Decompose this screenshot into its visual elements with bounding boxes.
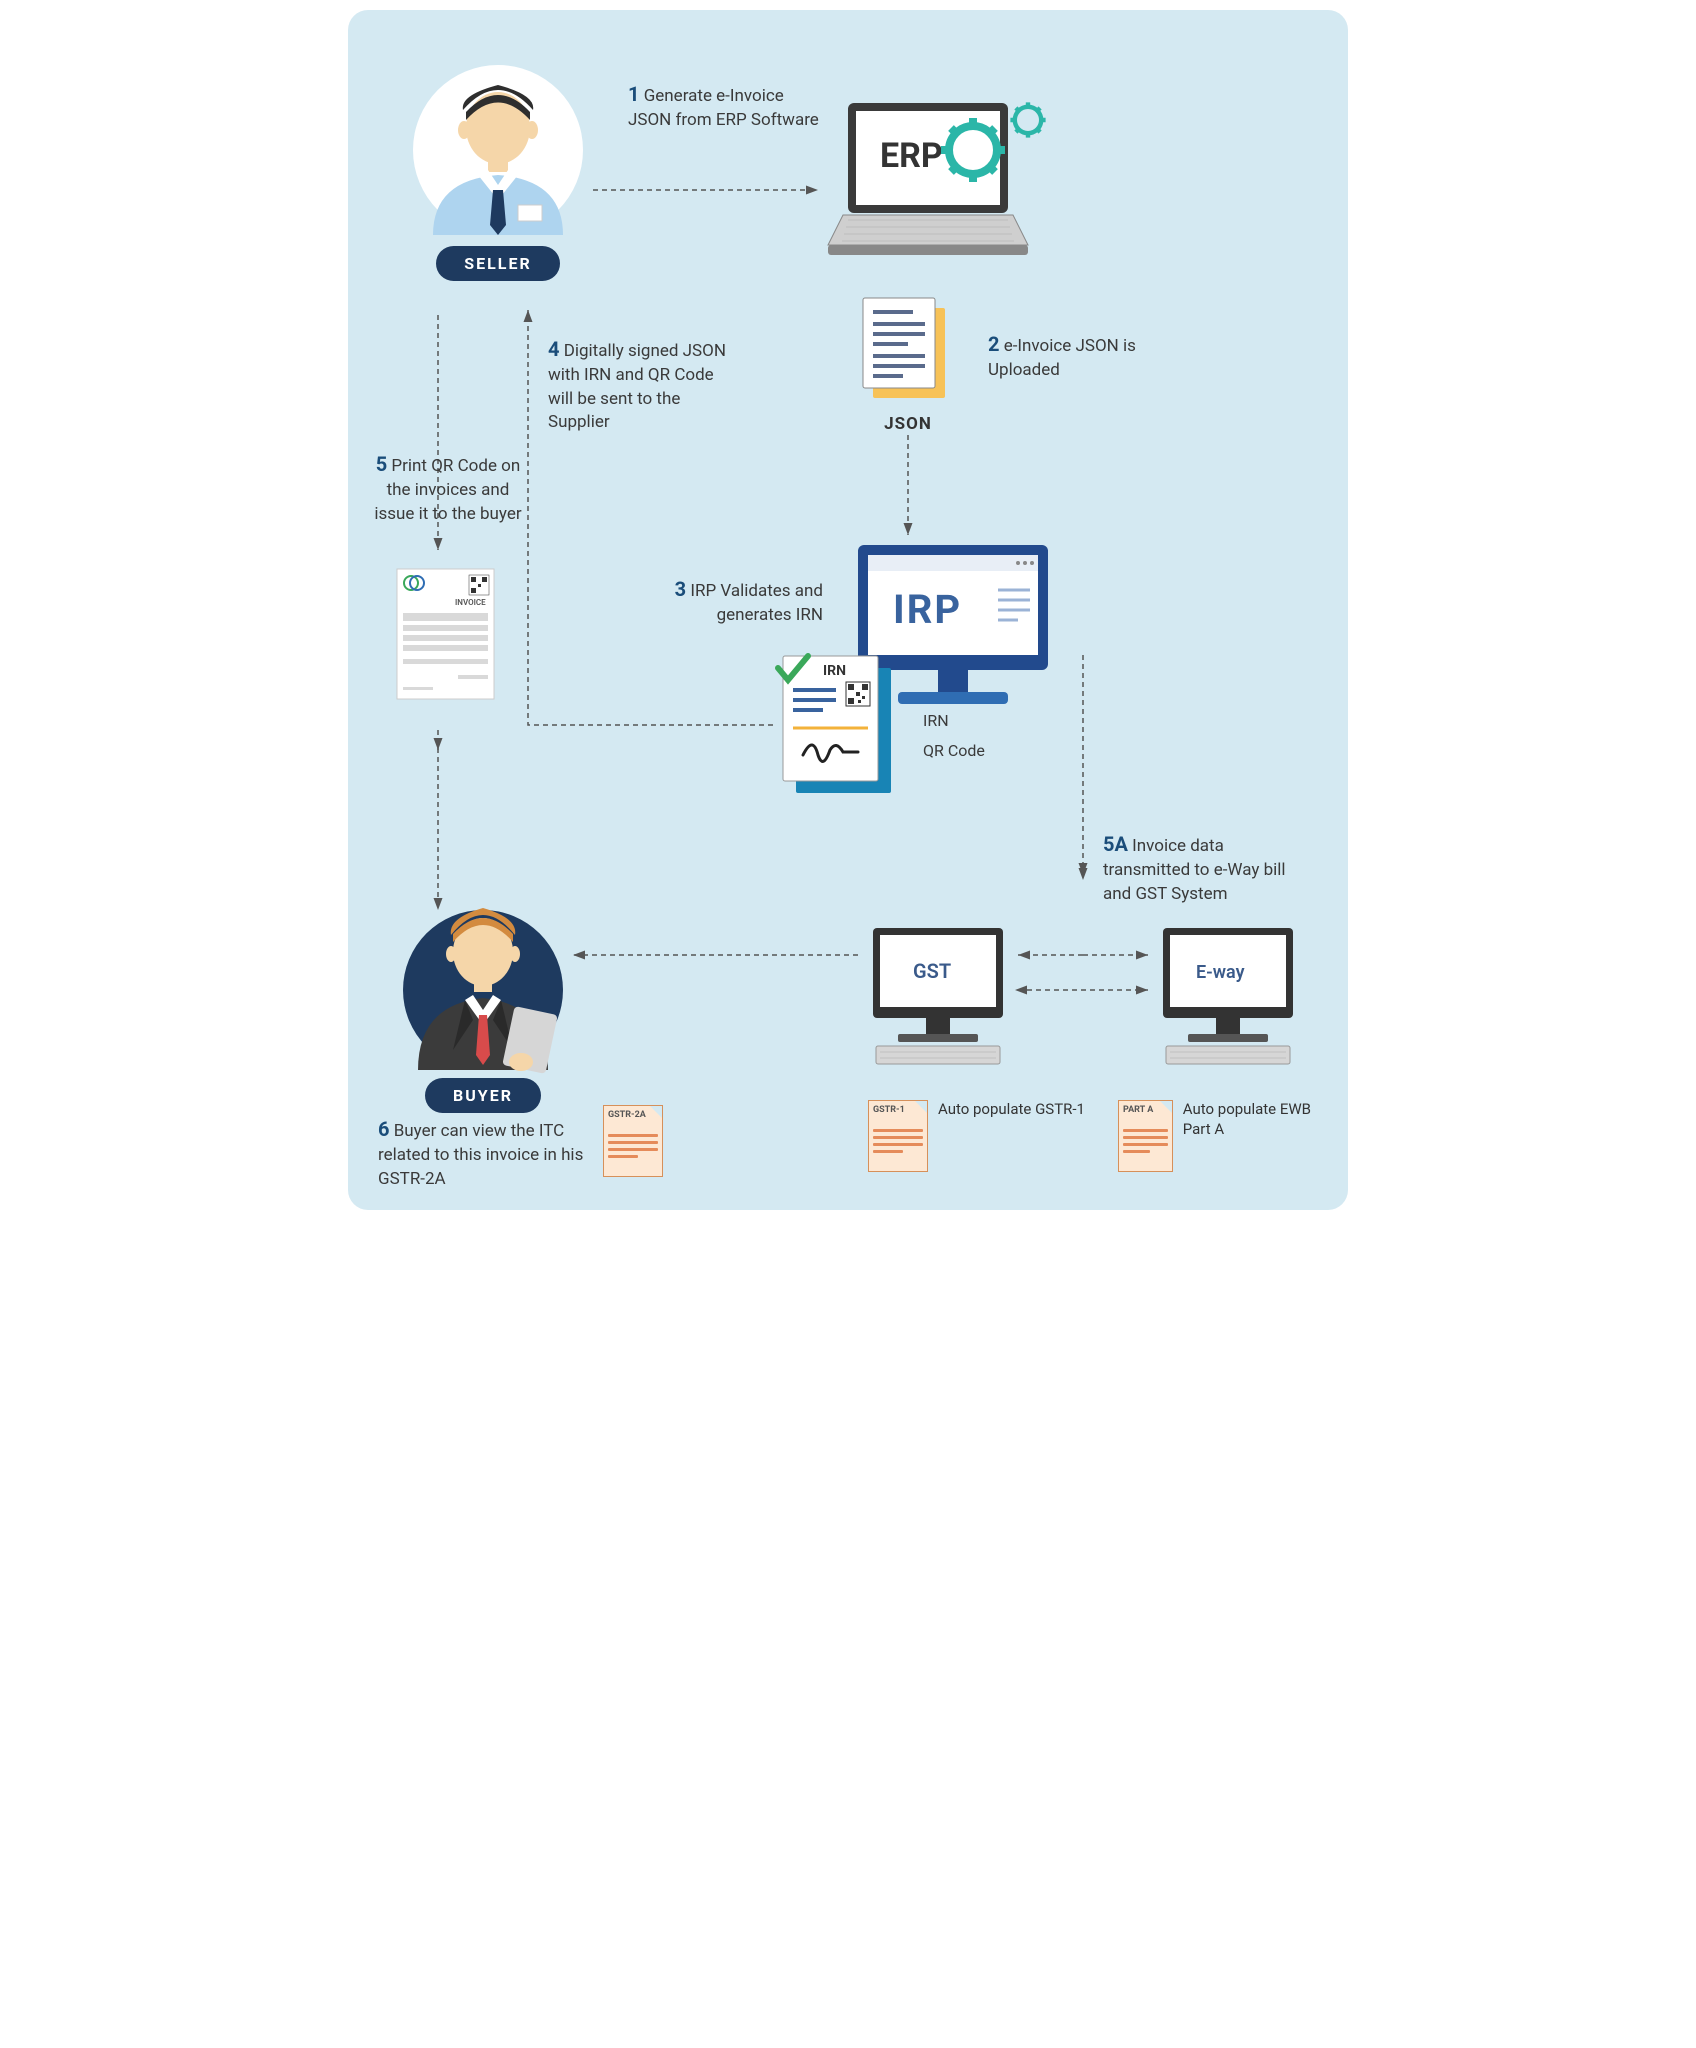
einvoice-flow-diagram: SELLER 1 Generate e-Invoice JSON from ER…	[348, 10, 1348, 1210]
step-4-label: 4 Digitally signed JSON with IRN and QR …	[548, 335, 733, 435]
buyer-node: BUYER	[393, 880, 573, 1113]
gstr1-doc: GSTR-1	[868, 1100, 928, 1172]
step-3-label: 3 IRP Validates and generates IRN	[653, 575, 823, 628]
step-2-label: 2 e-Invoice JSON is Uploaded	[988, 330, 1168, 383]
json-label: JSON	[853, 414, 963, 434]
parta-block: PART A Auto populate EWB Part A	[1118, 1100, 1338, 1172]
seller-avatar-icon	[408, 50, 588, 250]
json-doc-icon: JSON	[853, 290, 963, 434]
svg-text:IRP: IRP	[893, 586, 962, 633]
parta-text: Auto populate EWB Part A	[1183, 1100, 1338, 1139]
invoice-doc-icon: INVOICE	[393, 565, 498, 709]
step-5a-label: 5A Invoice data transmitted to e-Way bil…	[1103, 830, 1293, 906]
qr-caption: QR Code	[923, 740, 985, 762]
seller-label: SELLER	[436, 246, 559, 281]
svg-text:IRN: IRN	[823, 663, 846, 679]
gstr2a-doc: GSTR-2A	[603, 1105, 663, 1177]
svg-text:GST: GST	[913, 959, 951, 983]
svg-text:INVOICE: INVOICE	[455, 598, 486, 607]
buyer-avatar-icon	[393, 880, 573, 1080]
step-5-label: 5 Print QR Code on the invoices and issu…	[368, 450, 528, 526]
svg-text:E-way: E-way	[1196, 962, 1245, 983]
irn-doc-icon: IRN	[768, 650, 908, 814]
gstr1-block: GSTR-1 Auto populate GSTR-1	[868, 1100, 1088, 1172]
step-6-label: 6 Buyer can view the ITC related to this…	[378, 1115, 598, 1191]
gstr1-text: Auto populate GSTR-1	[938, 1100, 1085, 1120]
buyer-label: BUYER	[425, 1078, 541, 1113]
gst-computer-icon: GST	[858, 920, 1018, 1074]
parta-doc: PART A	[1118, 1100, 1173, 1172]
seller-node: SELLER	[408, 50, 588, 281]
irn-caption: IRN	[923, 710, 949, 732]
erp-laptop-icon: ERP	[818, 95, 1068, 279]
eway-computer-icon: E-way	[1148, 920, 1308, 1074]
svg-text:ERP: ERP	[880, 136, 943, 176]
step-1-label: 1 Generate e-Invoice JSON from ERP Softw…	[628, 80, 828, 133]
